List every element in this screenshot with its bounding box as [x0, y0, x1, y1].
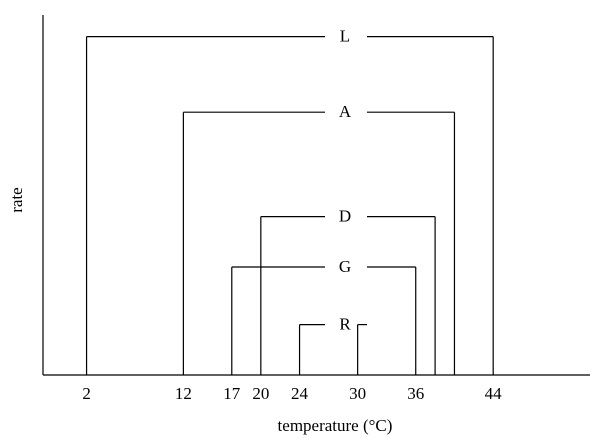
range-label: G [339, 257, 351, 276]
range-label: A [339, 102, 352, 121]
x-tick-label: 44 [485, 384, 503, 403]
x-tick-label: 17 [223, 384, 241, 403]
x-tick-label: 36 [407, 384, 424, 403]
x-tick-label: 2 [82, 384, 91, 403]
x-tick-label: 24 [291, 384, 309, 403]
x-axis-label: temperature (°C) [278, 416, 393, 435]
range-label: D [339, 207, 351, 226]
x-tick-label: 12 [175, 384, 192, 403]
range-label: R [339, 315, 351, 334]
x-tick-label: 20 [252, 384, 269, 403]
range-label: L [340, 27, 350, 46]
x-tick-label: 30 [349, 384, 366, 403]
y-axis-label: rate [7, 187, 26, 212]
